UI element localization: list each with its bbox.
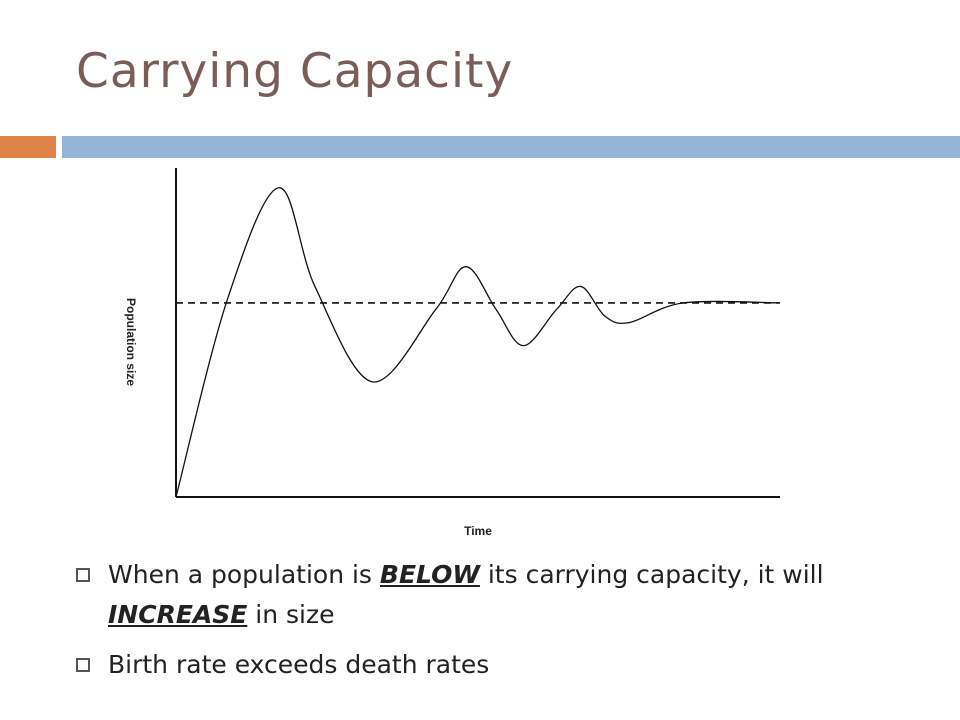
bullet-item: Birth rate exceeds death rates — [76, 645, 936, 685]
bullet-item: When a population is BELOW its carrying … — [76, 555, 936, 635]
bullet-square-icon — [76, 568, 90, 582]
bullet-text: When a population is BELOW its carrying … — [108, 555, 936, 635]
y-axis-label: Population size — [124, 298, 138, 386]
bullet-segment: Birth rate exceeds death rates — [108, 650, 490, 679]
bullet-emphasis-increase: INCREASE — [108, 600, 248, 629]
population-curve — [175, 187, 781, 498]
slide-title: Carrying Capacity — [76, 44, 514, 99]
accent-bar-right — [62, 136, 960, 158]
bullet-square-icon — [76, 658, 90, 672]
bullet-emphasis-below: BELOW — [379, 560, 480, 589]
bullet-list: When a population is BELOW its carrying … — [76, 555, 936, 695]
bullet-text: Birth rate exceeds death rates — [108, 645, 936, 685]
population-chart: Population size Time — [124, 168, 781, 538]
bullet-segment: When a population is — [108, 560, 380, 589]
plot-area — [175, 168, 781, 498]
bullet-segment: its carrying capacity, it will — [479, 560, 824, 589]
bullet-segment: in size — [247, 600, 335, 629]
accent-bar-left — [0, 136, 56, 158]
x-axis-label: Time — [464, 524, 492, 538]
